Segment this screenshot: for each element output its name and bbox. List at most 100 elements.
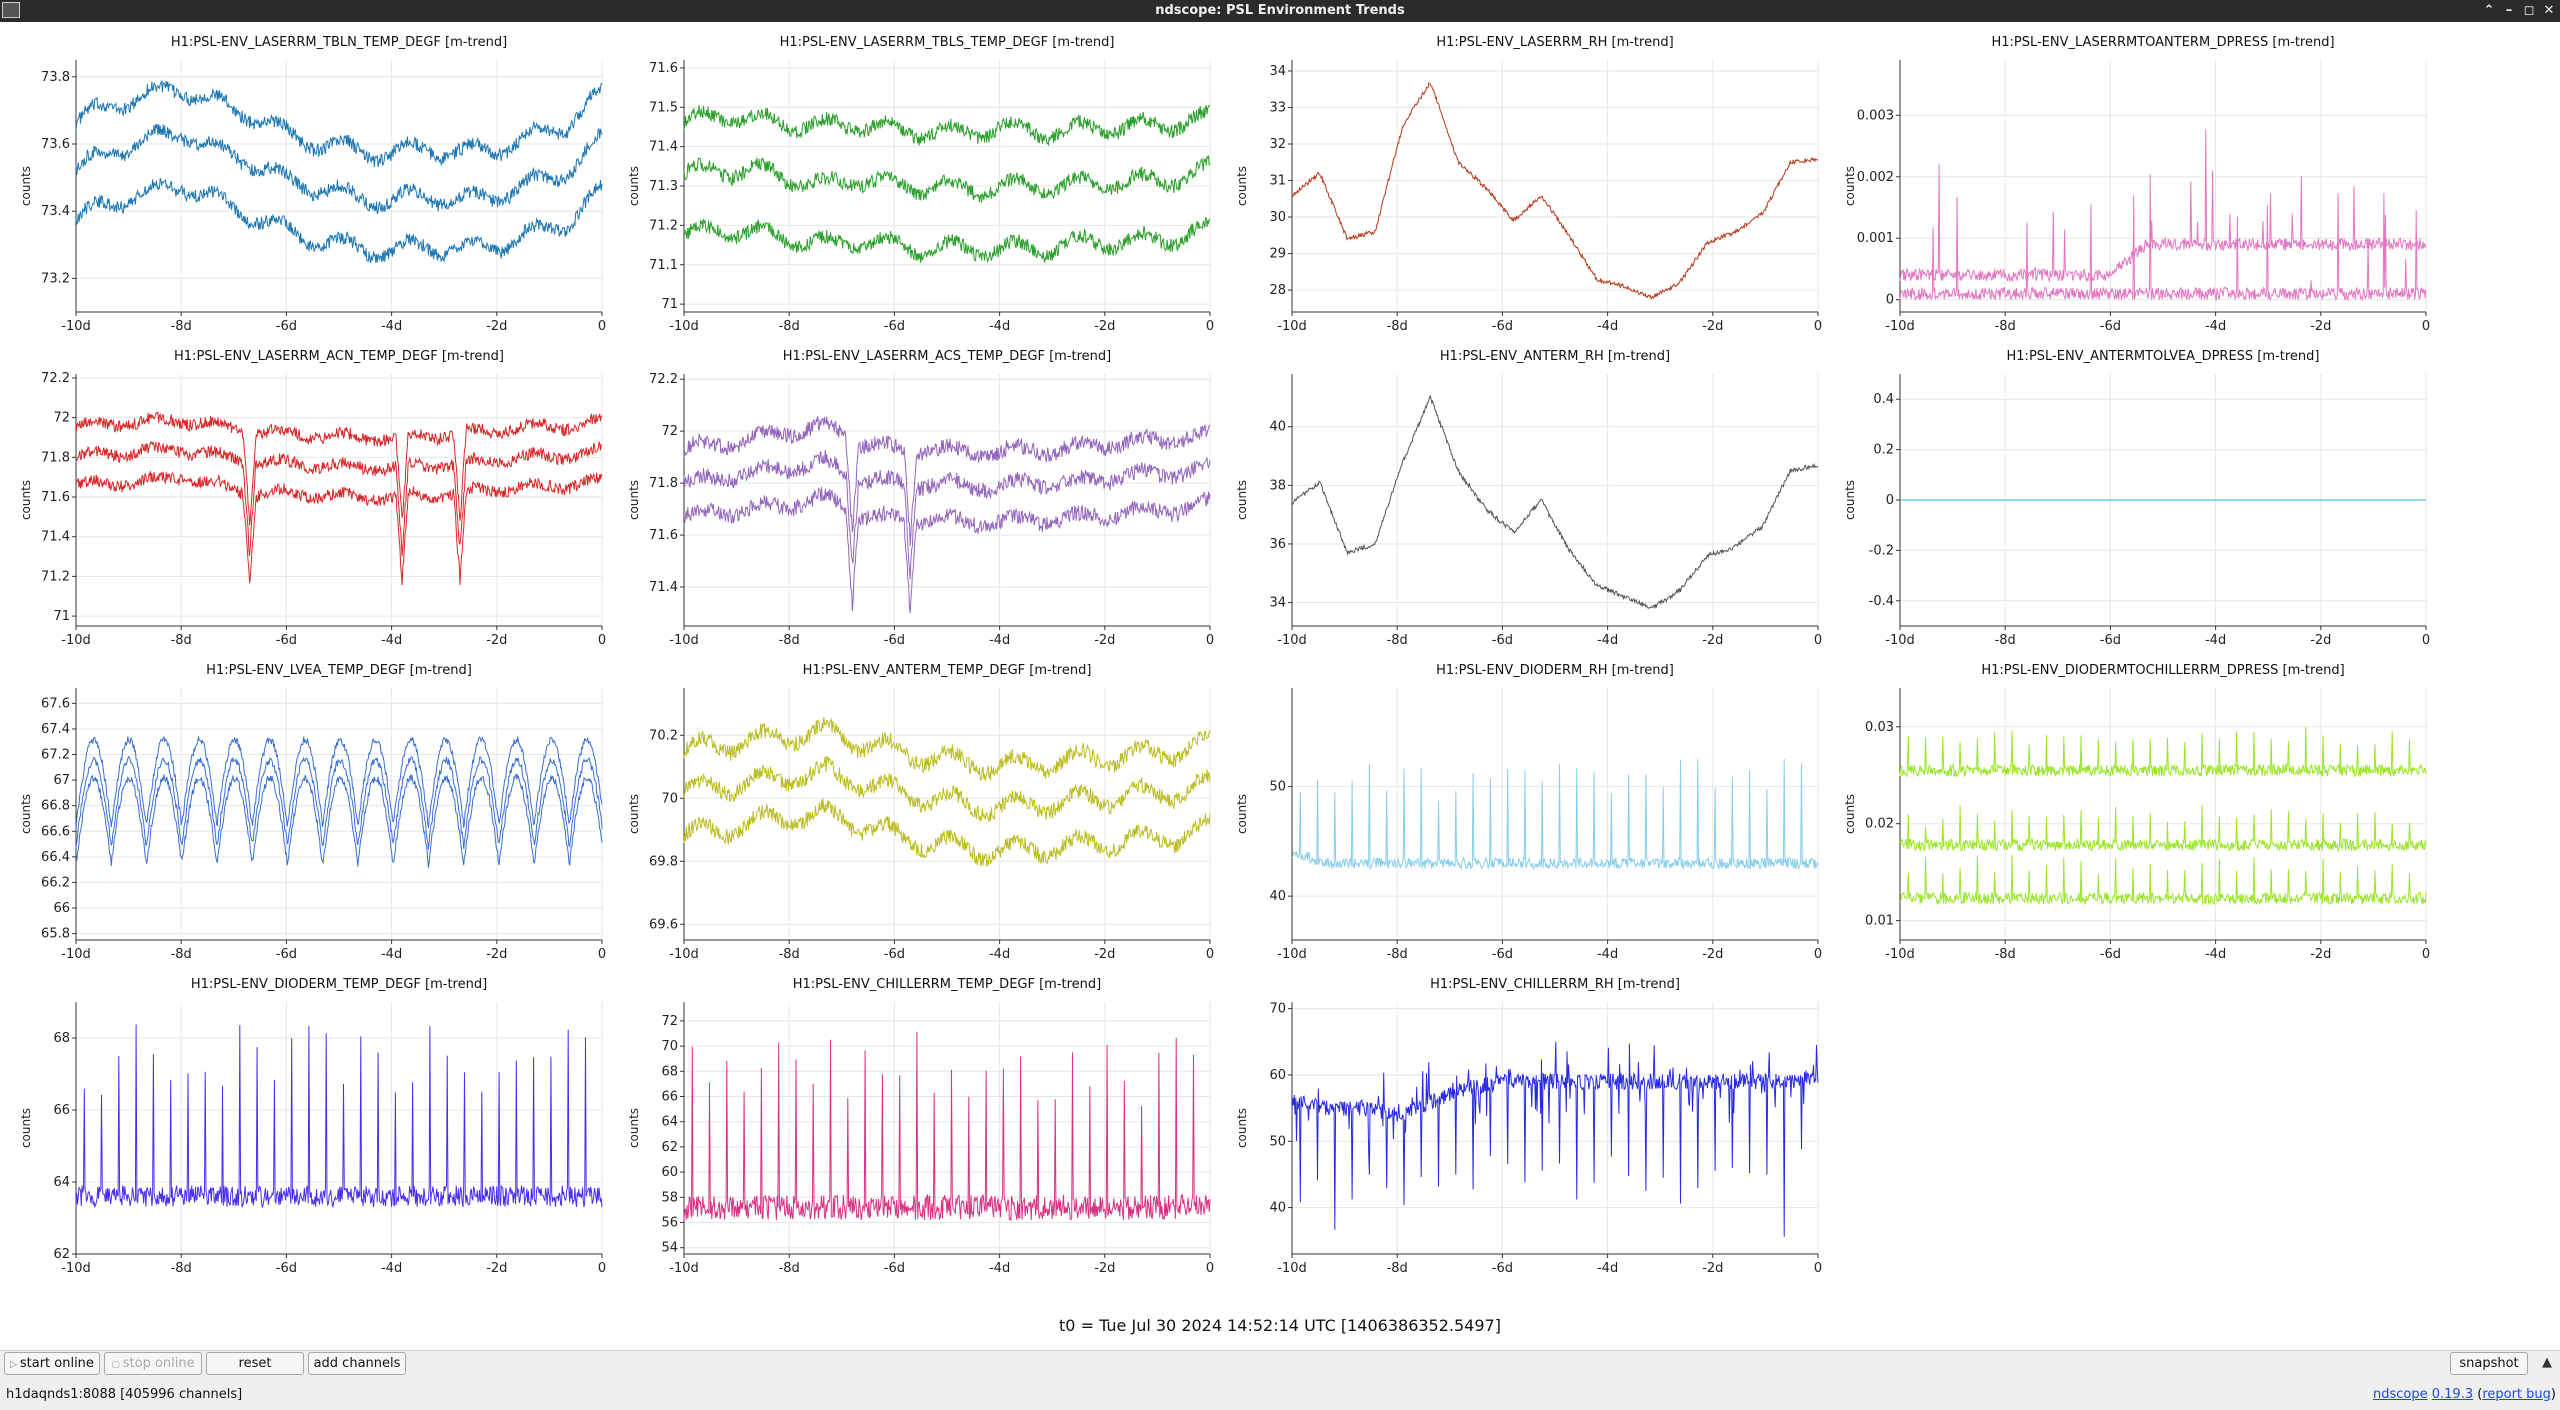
x-tick-label: -8d: [171, 1261, 192, 1276]
plot-svg[interactable]: H1:PSL-ENV_LVEA_TEMP_DEGF [m-trend] count…: [6, 654, 614, 968]
x-tick-label: 0: [598, 947, 606, 962]
plot-panel[interactable]: H1:PSL-ENV_LASERRM_ACN_TEMP_DEGF [m-tren…: [6, 340, 626, 654]
x-tick-label: -2d: [1702, 633, 1723, 648]
x-tick-label: -6d: [2100, 947, 2121, 962]
plot-axes: [1291, 374, 1818, 627]
series-line: [75, 177, 603, 264]
x-tick-label: -2d: [2310, 319, 2331, 334]
x-tick-label: -4d: [1597, 633, 1618, 648]
y-tick-label: 40: [1269, 420, 1286, 435]
plot-panel[interactable]: H1:PSL-ENV_LASERRM_TBLN_TEMP_DEGF [m-tre…: [6, 26, 626, 340]
plot-panel[interactable]: H1:PSL-ENV_LASERRM_RH [m-trend] counts 34 3…: [1222, 26, 1842, 340]
y-tick-label: 66: [53, 1103, 70, 1118]
plot-panel[interactable]: H1:PSL-ENV_LASERRMTOANTERM_DPRESS [m-tre…: [1830, 26, 2450, 340]
app-icon: [2, 2, 20, 18]
plot-axes: [75, 60, 602, 313]
stop-online-button[interactable]: ▢ stop online: [104, 1352, 202, 1375]
y-tick-label: 0.002: [1857, 170, 1894, 185]
plot-svg[interactable]: H1:PSL-ENV_CHILLERRM_TEMP_DEGF [m-trend]…: [614, 968, 1222, 1282]
plot-svg[interactable]: H1:PSL-ENV_LASERRMTOANTERM_DPRESS [m-tre…: [1830, 26, 2438, 340]
reset-button[interactable]: reset: [206, 1352, 304, 1375]
plot-svg[interactable]: H1:PSL-ENV_DIODERM_TEMP_DEGF [m-trend] co…: [6, 968, 614, 1282]
x-tick-label: -10d: [669, 1261, 699, 1276]
plot-panel[interactable]: H1:PSL-ENV_ANTERMTOLVEA_DPRESS [m-trend]…: [1830, 340, 2450, 654]
plot-svg[interactable]: H1:PSL-ENV_CHILLERRM_RH [m-trend] counts 7…: [1222, 968, 1830, 1282]
y-tick-label: 68: [661, 1064, 678, 1079]
y-tick-label: 71: [53, 609, 70, 624]
minimize-icon[interactable]: –: [2505, 3, 2513, 18]
bottom-toolbar: [0, 1350, 2560, 1410]
y-tick-label: 0.2: [1873, 443, 1894, 458]
y-tick-label: 73.2: [41, 271, 70, 286]
y-tick-label: 72: [661, 1014, 678, 1029]
y-tick-label: 31: [1269, 174, 1286, 189]
plot-svg[interactable]: H1:PSL-ENV_ANTERM_TEMP_DEGF [m-trend] cou…: [614, 654, 1222, 968]
x-tick-label: 0: [2422, 947, 2430, 962]
series-line: [683, 449, 1211, 580]
plot-title: H1:PSL-ENV_CHILLERRM_TEMP_DEGF [m-trend]: [793, 977, 1101, 992]
y-tick-label: 69.8: [649, 854, 678, 869]
plot-svg[interactable]: H1:PSL-ENV_LASERRM_TBLS_TEMP_DEGF [m-tre…: [614, 26, 1222, 340]
plot-axes: [683, 688, 1210, 941]
y-tick-label: 32: [1269, 137, 1286, 152]
expand-panel-icon[interactable]: ▲: [2542, 1355, 2552, 1370]
plot-panel[interactable]: H1:PSL-ENV_CHILLERRM_TEMP_DEGF [m-trend]…: [614, 968, 1234, 1282]
y-tick-label: 34: [1269, 64, 1286, 79]
x-tick-label: -10d: [61, 1261, 91, 1276]
plot-panel[interactable]: H1:PSL-ENV_LASERRM_TBLS_TEMP_DEGF [m-tre…: [614, 26, 1234, 340]
plot-panel[interactable]: H1:PSL-ENV_DIODERMTOCHILLERRM_DPRESS [m-…: [1830, 654, 2450, 968]
x-tick-label: -6d: [276, 633, 297, 648]
x-tick-label: -10d: [1885, 947, 1915, 962]
plot-title: H1:PSL-ENV_DIODERM_RH [m-trend]: [1436, 663, 1674, 678]
version-link[interactable]: 0.19.3: [2431, 1387, 2474, 1402]
y-tick-label: 72.2: [41, 371, 70, 386]
plot-title: H1:PSL-ENV_DIODERMTOCHILLERRM_DPRESS [m-…: [1981, 663, 2344, 678]
y-axis-label: counts: [1235, 1108, 1249, 1148]
ndscope-link[interactable]: ndscope: [2372, 1387, 2428, 1402]
plot-panel[interactable]: H1:PSL-ENV_LVEA_TEMP_DEGF [m-trend] count…: [6, 654, 626, 968]
y-tick-label: 71.2: [41, 569, 70, 584]
y-tick-label: 54: [661, 1241, 678, 1256]
plot-svg[interactable]: H1:PSL-ENV_ANTERMTOLVEA_DPRESS [m-trend]…: [1830, 340, 2438, 654]
plot-axes: [683, 374, 1210, 627]
plot-panel[interactable]: H1:PSL-ENV_ANTERM_RH [m-trend] counts 40 38…: [1222, 340, 1842, 654]
plot-title: H1:PSL-ENV_ANTERM_RH [m-trend]: [1440, 349, 1670, 364]
plot-panel[interactable]: H1:PSL-ENV_DIODERM_RH [m-trend] counts 50 4…: [1222, 654, 1842, 968]
plot-svg[interactable]: H1:PSL-ENV_DIODERMTOCHILLERRM_DPRESS [m-…: [1830, 654, 2438, 968]
x-tick-label: 0: [598, 1261, 606, 1276]
y-tick-label: 71.6: [41, 490, 70, 505]
plot-svg[interactable]: H1:PSL-ENV_LASERRM_RH [m-trend] counts 34 3…: [1222, 26, 1830, 340]
plot-svg[interactable]: H1:PSL-ENV_ANTERM_RH [m-trend] counts 40 38…: [1222, 340, 1830, 654]
plot-svg[interactable]: H1:PSL-ENV_LASERRM_TBLN_TEMP_DEGF [m-tre…: [6, 26, 614, 340]
snapshot-button[interactable]: snapshot: [2450, 1352, 2528, 1375]
plot-panel[interactable]: H1:PSL-ENV_CHILLERRM_RH [m-trend] counts 7…: [1222, 968, 1842, 1282]
y-tick-label: 0.03: [1865, 720, 1894, 735]
plot-panel[interactable]: H1:PSL-ENV_DIODERM_TEMP_DEGF [m-trend] co…: [6, 968, 626, 1282]
close-icon[interactable]: ✕: [2543, 3, 2555, 18]
x-tick-label: -10d: [1885, 319, 1915, 334]
y-tick-label: 0.02: [1865, 817, 1894, 832]
y-axis-label: counts: [627, 794, 641, 834]
start-online-button[interactable]: ▷ start online: [4, 1352, 100, 1375]
status-text: h1daqnds1:8088 [405996 channels]: [6, 1387, 243, 1402]
plot-svg[interactable]: H1:PSL-ENV_LASERRM_ACS_TEMP_DEGF [m-tren…: [614, 340, 1222, 654]
y-axis-label: counts: [1235, 794, 1249, 834]
version-info: ndscope 0.19.3 (report bug): [2372, 1387, 2556, 1402]
x-tick-label: -8d: [1387, 947, 1408, 962]
plot-svg[interactable]: H1:PSL-ENV_DIODERM_RH [m-trend] counts 50 4…: [1222, 654, 1830, 968]
plot-svg[interactable]: H1:PSL-ENV_LASERRM_ACN_TEMP_DEGF [m-tren…: [6, 340, 614, 654]
plot-panel[interactable]: H1:PSL-ENV_ANTERM_TEMP_DEGF [m-trend] cou…: [614, 654, 1234, 968]
collapse-up-icon[interactable]: ⌃: [2483, 3, 2495, 18]
y-tick-label: 0.4: [1873, 392, 1894, 407]
add-channels-button[interactable]: add channels: [308, 1352, 406, 1375]
x-tick-label: -2d: [1702, 319, 1723, 334]
plot-panel[interactable]: H1:PSL-ENV_LASERRM_ACS_TEMP_DEGF [m-tren…: [614, 340, 1234, 654]
maximize-icon[interactable]: ◻: [2523, 3, 2535, 18]
x-tick-label: -2d: [2310, 947, 2331, 962]
y-tick-label: 40: [1269, 1201, 1286, 1216]
x-tick-label: -8d: [1387, 633, 1408, 648]
y-axis-label: counts: [1235, 166, 1249, 206]
series-line: [75, 124, 603, 215]
x-tick-label: -2d: [1702, 1261, 1723, 1276]
report-bug-link[interactable]: report bug: [2482, 1387, 2551, 1402]
